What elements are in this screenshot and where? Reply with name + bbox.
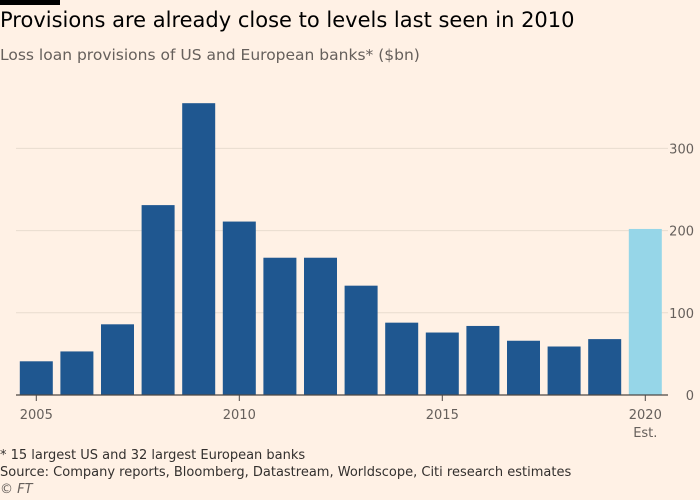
x-tick-sublabel: Est. <box>633 426 657 441</box>
bar <box>466 325 500 395</box>
x-tick-label: 2005 <box>20 408 53 423</box>
x-axis-ticks: 2005 2010 2015 2020 Est. <box>20 395 662 441</box>
source-note: Source: Company reports, Bloomberg, Data… <box>0 465 572 480</box>
footnote: * 15 largest US and 32 largest European … <box>0 448 306 463</box>
bar-estimate <box>628 228 662 395</box>
y-axis-ticks: 0 100 200 300 <box>669 142 694 404</box>
chart-title: Provisions are already close to levels l… <box>0 8 575 32</box>
bar <box>507 340 540 395</box>
bar <box>182 103 216 395</box>
bars <box>19 103 662 395</box>
bar <box>547 346 581 395</box>
y-tick-label: 300 <box>669 142 694 157</box>
bar <box>425 332 459 395</box>
y-tick-label: 100 <box>669 307 694 322</box>
ft-top-rule <box>0 0 60 5</box>
gridlines <box>16 147 668 314</box>
bar <box>19 361 53 395</box>
bar <box>141 205 175 395</box>
bar <box>588 339 622 395</box>
bar <box>385 322 419 395</box>
bar <box>101 324 134 395</box>
bar <box>60 351 94 395</box>
x-tick-label: 2015 <box>426 408 459 423</box>
ft-credit: © FT <box>0 482 33 497</box>
bar <box>222 221 256 395</box>
bar <box>263 257 297 395</box>
y-tick-label: 200 <box>669 225 694 240</box>
chart-subtitle: Loss loan provisions of US and European … <box>0 46 420 64</box>
x-tick-label: 2010 <box>223 408 256 423</box>
x-tick-label: 2020 <box>629 408 662 423</box>
y-tick-label: 0 <box>686 389 694 404</box>
bar <box>304 257 337 395</box>
bar <box>344 285 378 395</box>
